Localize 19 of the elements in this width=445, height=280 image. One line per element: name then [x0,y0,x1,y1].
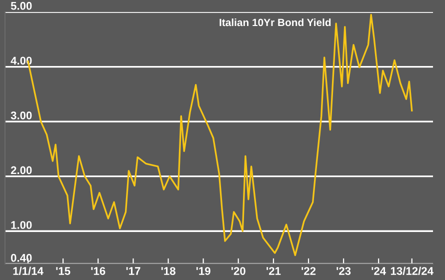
x-tick-label: '19 [196,267,210,275]
y-tick-label: 1.00 [11,221,32,229]
x-tick-label: '16 [91,267,106,275]
x-tick-label: '23 [336,267,351,275]
x-tick-label: '15 [56,267,70,275]
y-tick-label: 0.40 [10,254,32,262]
x-tick-label: '22 [302,267,316,275]
y-tick-label: 4.00 [10,56,32,65]
x-tick-label: '17 [126,267,140,275]
x-tick-label: '24 [372,267,386,275]
y-tick-label: 5.00 [10,2,32,10]
y-tick-label: 2.00 [10,166,32,174]
x-tick-label: '18 [161,267,176,275]
x-tick-label: '21 [266,267,281,275]
x-tick-label: 1/1/14 [13,266,44,276]
x-tick-label: 13/12/24 [390,266,434,276]
x-tick-label: '20 [231,267,246,275]
chart-title: Italian 10Yr Bond Yield [220,18,331,26]
y-tick-label: 3.00 [10,112,32,120]
